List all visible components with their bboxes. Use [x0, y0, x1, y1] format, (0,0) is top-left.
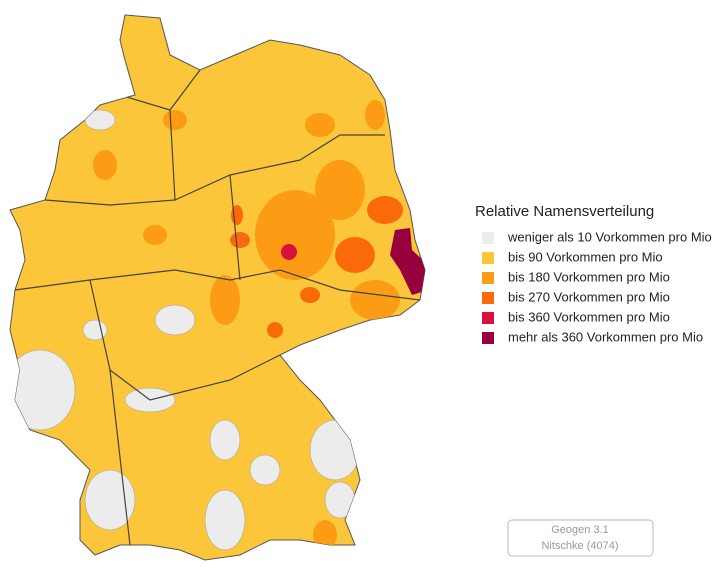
legend-title: Relative Namensverteilung — [475, 203, 654, 220]
legend: weniger als 10 Vorkommen pro Mio bis 90 V… — [482, 229, 712, 344]
legend-swatch — [482, 292, 494, 304]
legend-swatch — [482, 332, 494, 344]
legend-swatch — [482, 232, 494, 244]
footer-line: Nitschke (4074) — [541, 540, 618, 552]
legend-label: weniger als 10 Vorkommen pro Mio — [507, 229, 712, 244]
legend-label: bis 180 Vorkommen pro Mio — [508, 269, 670, 284]
footer-box — [507, 519, 654, 557]
legend-label: mehr als 360 Vorkommen pro Mio — [508, 329, 703, 344]
state-borders — [14, 69, 421, 546]
legend-label: bis 270 Vorkommen pro Mio — [508, 289, 670, 304]
legend-label: bis 90 Vorkommen pro Mio — [508, 249, 663, 264]
footer-line: Geogen 3.1 — [551, 524, 609, 536]
legend-swatch — [482, 272, 494, 284]
legend-label: bis 360 Vorkommen pro Mio — [508, 309, 670, 324]
map — [9, 14, 426, 561]
legend-swatch — [482, 252, 494, 264]
legend-swatch — [482, 312, 494, 324]
regions — [10, 100, 425, 551]
